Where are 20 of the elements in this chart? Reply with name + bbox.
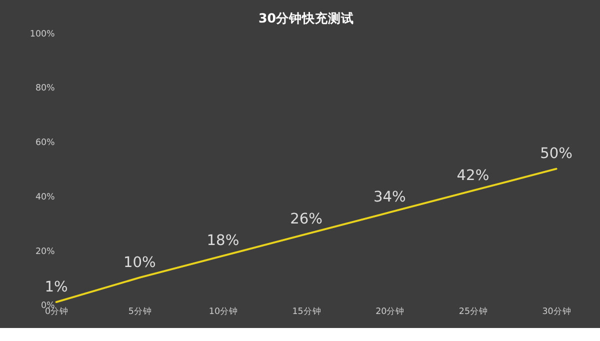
- data-label: 34%: [373, 188, 406, 206]
- data-label: 10%: [123, 254, 156, 271]
- x-tick-label: 10分钟: [208, 306, 238, 317]
- data-label: 1%: [44, 278, 68, 296]
- data-label: 42%: [456, 166, 490, 184]
- x-tick-label: 20分钟: [376, 306, 405, 317]
- y-tick-label: 20%: [35, 246, 55, 257]
- x-tick-label: 30分钟: [542, 306, 572, 317]
- x-tick-label: 0分钟: [45, 306, 69, 317]
- x-tick-label: 25分钟: [458, 306, 488, 317]
- chart-title: 30分钟快充测试: [258, 10, 354, 26]
- data-label: 26%: [290, 210, 323, 228]
- y-tick-label: 40%: [35, 192, 55, 202]
- y-tick-label: 80%: [35, 84, 55, 94]
- data-label: 18%: [206, 232, 240, 250]
- data-label: 50%: [540, 145, 573, 162]
- y-tick-label: 60%: [35, 138, 55, 148]
- x-tick-label: 5分钟: [128, 306, 152, 317]
- y-tick-label: 100%: [30, 29, 55, 40]
- x-tick-label: 15分钟: [292, 306, 322, 317]
